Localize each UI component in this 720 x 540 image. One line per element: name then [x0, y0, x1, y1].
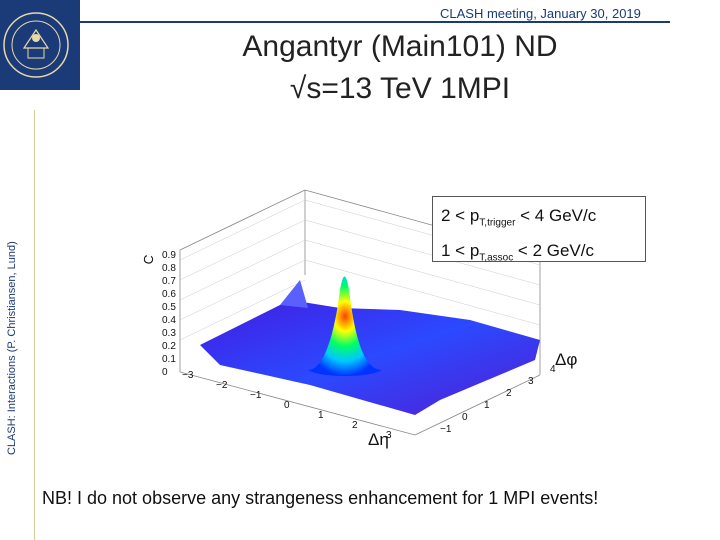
y-tick-label: 2: [506, 388, 512, 399]
y-tick-label: 0: [462, 412, 468, 423]
surface-floor: [200, 300, 540, 415]
z-tick-label: 0: [162, 367, 168, 378]
y-tick-label: 3: [528, 376, 534, 387]
z-tick-label: 0.3: [162, 328, 176, 339]
x-tick-label: −3: [182, 370, 194, 381]
z-tick-label: 0.1: [162, 354, 176, 365]
z-tick-label: 0.6: [162, 289, 176, 300]
x-tick-label: 1: [318, 410, 324, 421]
x-axis-label: Δη: [368, 430, 389, 449]
legend-assoc-cut: 1 < pT,assoc < 2 GeV/c: [441, 241, 594, 264]
meeting-label: CLASH meeting, January 30, 2019: [440, 6, 641, 21]
slide-note: NB! I do not observe any strangeness enh…: [42, 488, 599, 508]
surface-plot: 0 0.1 0.2 0.3 0.4 0.5 0.6 0.7 0.8 0.9 −3 −2 −1 0 1 2 3 …: [140, 160, 600, 450]
header-bar: [80, 0, 668, 22]
x-axis-ticks: −3 −2 −1 0 1 2 3: [182, 370, 392, 441]
y-tick-label: 1: [484, 400, 490, 411]
plot-grid: [179, 199, 541, 341]
surface-plot-svg: 00.10.20.30.40.50.60.70.80.9 −3−2−10123 …: [140, 189, 577, 449]
z-tick-label: 0.7: [162, 276, 176, 287]
x-tick-label: 0: [284, 400, 290, 411]
legend-trigger-cut: 2 < pT,trigger < 4 GeV/c: [441, 206, 597, 229]
sidebar-vertical-text: CLASH: Interactions (P. Christiansen, Lu…: [6, 241, 18, 455]
z-tick-label: 0.2: [162, 341, 176, 352]
slide-title-line1: Angantyr (Main101) ND: [242, 30, 558, 63]
x-tick-label: 3: [386, 430, 392, 441]
z-tick-label: 0.4: [162, 315, 176, 326]
z-tick-label: 0.8: [162, 263, 176, 274]
z-axis-label: C: [140, 254, 156, 266]
z-tick-label: 0.5: [162, 302, 176, 313]
kinematic-cuts-legend: 2 < pT,trigger < 4 GeV/c 1 < pT,assoc < …: [432, 196, 646, 264]
y-tick-label: −1: [440, 424, 452, 435]
slide-title-line2: √s=13 TeV 1MPI: [289, 72, 511, 105]
header-divider: [80, 21, 670, 23]
y-tick-label: 4: [550, 364, 556, 375]
z-tick-label: 0.9: [162, 250, 176, 261]
surface-peak: [308, 276, 382, 376]
sidebar: [0, 0, 34, 540]
z-axis-ticks: 0 0.1 0.2 0.3 0.4 0.5 0.6 0.7 0.8 0.9: [162, 250, 176, 378]
y-axis-label: Δφ: [555, 350, 577, 369]
sidebar-divider: [34, 110, 35, 540]
x-tick-label: 2: [352, 420, 358, 431]
lund-university-seal-icon: [0, 0, 80, 90]
x-tick-label: −1: [250, 390, 262, 401]
surface-ridge: [280, 280, 308, 308]
x-tick-label: −2: [216, 380, 228, 391]
y-axis-ticks: −1 0 1 2 3 4: [440, 364, 556, 435]
